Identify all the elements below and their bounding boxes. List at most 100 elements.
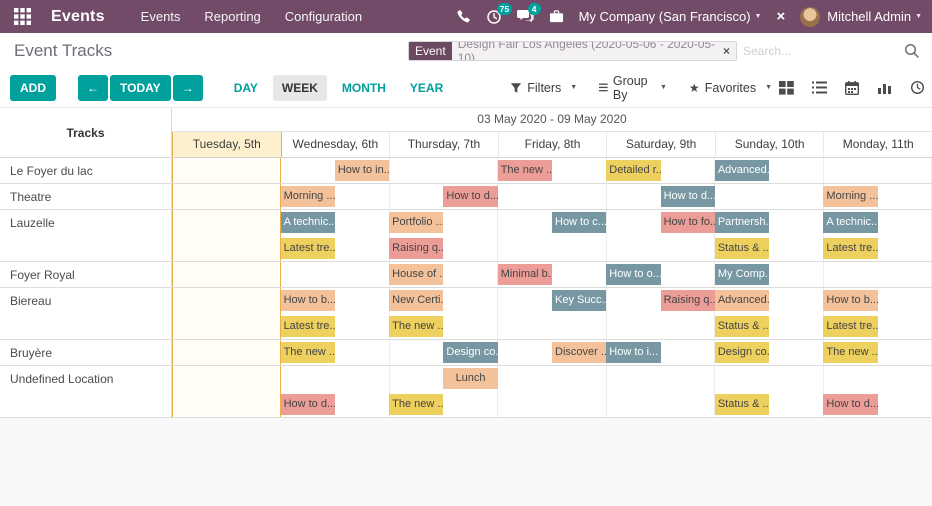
- event-block[interactable]: Status & ...: [714, 238, 770, 259]
- tools-icon[interactable]: ×: [776, 8, 786, 25]
- kanban-view-icon[interactable]: [772, 77, 801, 99]
- gantt-cell[interactable]: [715, 210, 824, 261]
- event-block[interactable]: Raising q...: [660, 290, 715, 311]
- gantt-cell[interactable]: [172, 158, 282, 183]
- event-block[interactable]: Morning ...: [280, 186, 335, 207]
- favorites-dropdown[interactable]: ★ Favorites ▼: [688, 80, 773, 95]
- event-block[interactable]: The new ...: [280, 342, 335, 363]
- gantt-cell[interactable]: [390, 366, 499, 417]
- gantt-cell[interactable]: [607, 262, 716, 287]
- gantt-cell[interactable]: [498, 366, 607, 417]
- gantt-cell[interactable]: [498, 210, 607, 261]
- event-block[interactable]: The new ...: [389, 316, 444, 337]
- event-block[interactable]: Latest tre...: [823, 316, 878, 337]
- gantt-cell[interactable]: [607, 158, 716, 183]
- gantt-cell[interactable]: [281, 184, 390, 209]
- event-block[interactable]: Latest tre...: [280, 316, 335, 337]
- gantt-cell[interactable]: [824, 210, 932, 261]
- event-block[interactable]: Advanced...: [714, 160, 770, 181]
- event-block[interactable]: Status & ...: [714, 394, 770, 415]
- scale-day[interactable]: DAY: [233, 80, 258, 95]
- event-block[interactable]: Minimal b...: [497, 264, 552, 285]
- event-block[interactable]: How to fo...: [660, 212, 715, 233]
- list-view-icon[interactable]: [805, 77, 834, 98]
- event-block[interactable]: Detailed r...: [606, 160, 661, 181]
- gantt-cell[interactable]: [281, 210, 390, 261]
- search-icon[interactable]: [904, 43, 920, 59]
- gantt-cell[interactable]: [390, 340, 499, 365]
- gantt-cell[interactable]: [824, 184, 932, 209]
- gantt-cell[interactable]: [715, 158, 824, 183]
- event-block[interactable]: Lunch: [443, 368, 498, 389]
- gantt-cell[interactable]: [715, 340, 824, 365]
- event-block[interactable]: The new ...: [823, 342, 878, 363]
- event-block[interactable]: The new ...: [389, 394, 444, 415]
- apps-grid-icon[interactable]: [8, 4, 37, 29]
- calendar-view-icon[interactable]: [838, 77, 866, 99]
- briefcase-icon[interactable]: [549, 9, 564, 24]
- gantt-cell[interactable]: [390, 158, 499, 183]
- messages-icon[interactable]: 4: [516, 3, 541, 24]
- event-block[interactable]: How to o...: [606, 264, 661, 285]
- phone-icon[interactable]: [456, 9, 471, 24]
- event-block[interactable]: Portfolio ...: [389, 212, 444, 233]
- event-block[interactable]: Design co...: [714, 342, 770, 363]
- gantt-cell[interactable]: [607, 210, 716, 261]
- event-block[interactable]: How to b...: [280, 290, 335, 311]
- gantt-cell[interactable]: [172, 210, 282, 261]
- gantt-cell[interactable]: [281, 366, 390, 417]
- scale-month[interactable]: MONTH: [341, 80, 386, 95]
- event-block[interactable]: Raising q...: [389, 238, 444, 259]
- user-menu[interactable]: Mitchell Admin ▼: [800, 6, 922, 27]
- event-block[interactable]: How to b...: [823, 290, 878, 311]
- gantt-cell[interactable]: [281, 288, 390, 339]
- gantt-cell[interactable]: [390, 288, 499, 339]
- event-block[interactable]: How to d...: [823, 394, 878, 415]
- event-block[interactable]: My Comp...: [714, 264, 770, 285]
- scale-week[interactable]: WEEK: [272, 74, 327, 101]
- gantt-cell[interactable]: [824, 340, 932, 365]
- gantt-cell[interactable]: [824, 262, 932, 287]
- gantt-cell[interactable]: [824, 366, 932, 417]
- gantt-cell[interactable]: [715, 262, 824, 287]
- event-block[interactable]: Latest tre...: [823, 238, 878, 259]
- gantt-cell[interactable]: [281, 158, 390, 183]
- gantt-cell[interactable]: [715, 366, 824, 417]
- menu-events[interactable]: Events: [140, 9, 181, 24]
- gantt-cell[interactable]: [281, 340, 390, 365]
- event-block[interactable]: New Certi...: [389, 290, 444, 311]
- event-block[interactable]: How to d...: [280, 394, 335, 415]
- gantt-cell[interactable]: [824, 288, 932, 339]
- event-block[interactable]: Morning ...: [823, 186, 878, 207]
- event-block[interactable]: A technic...: [280, 212, 335, 233]
- gantt-cell[interactable]: [498, 262, 607, 287]
- search-input[interactable]: [743, 43, 898, 58]
- activities-clock-icon[interactable]: 75: [486, 2, 513, 25]
- scale-year[interactable]: YEAR: [409, 80, 444, 95]
- gantt-cell[interactable]: [172, 262, 282, 287]
- gantt-cell[interactable]: [715, 184, 824, 209]
- gantt-cell[interactable]: [607, 288, 716, 339]
- gantt-cell[interactable]: [498, 288, 607, 339]
- graph-view-icon[interactable]: [870, 77, 899, 99]
- event-block[interactable]: Design co...: [443, 342, 498, 363]
- gantt-cell[interactable]: [390, 210, 499, 261]
- activity-view-icon[interactable]: [903, 76, 932, 99]
- event-block[interactable]: The new ...: [497, 160, 552, 181]
- gantt-cell[interactable]: [607, 366, 716, 417]
- gantt-cell[interactable]: [824, 158, 932, 183]
- event-block[interactable]: House of ...: [389, 264, 444, 285]
- gantt-cell[interactable]: [172, 288, 282, 339]
- remove-facet-icon[interactable]: ×: [722, 43, 730, 58]
- today-button[interactable]: TODAY: [110, 74, 171, 101]
- previous-period-button[interactable]: ←: [78, 74, 108, 101]
- gantt-cell[interactable]: [498, 158, 607, 183]
- gantt-cell[interactable]: [390, 184, 499, 209]
- menu-reporting[interactable]: Reporting: [204, 9, 261, 24]
- filters-dropdown[interactable]: Filters ▼: [510, 81, 577, 95]
- event-block[interactable]: How to c...: [552, 212, 607, 233]
- event-block[interactable]: Key Succ...: [552, 290, 607, 311]
- event-block[interactable]: Discover ...: [552, 342, 607, 363]
- event-block[interactable]: A technic...: [823, 212, 878, 233]
- gantt-cell[interactable]: [498, 184, 607, 209]
